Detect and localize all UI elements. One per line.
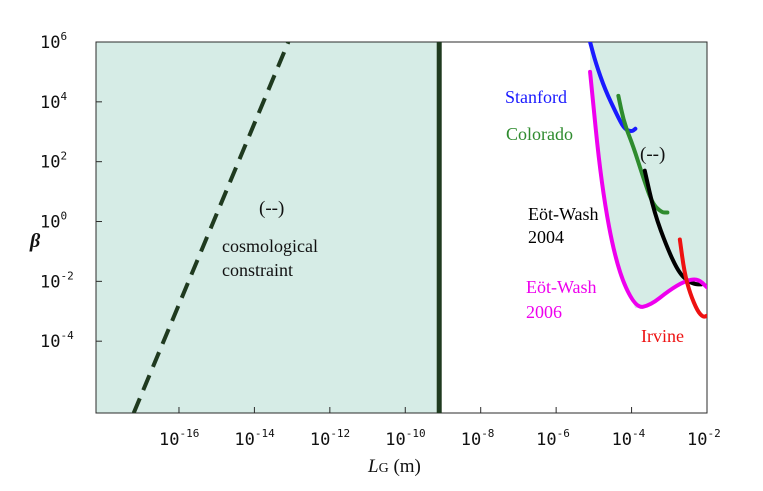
y-tick-label: 100 [40,210,67,233]
plot-frame [95,41,708,414]
y-tick-label: 106 [40,30,67,53]
series-label-irvine: Irvine [641,326,684,346]
x-tick-label: 10-8 [461,427,495,450]
series-label-eotwash2004-line2: 2004 [528,227,564,247]
x-axis-label-main: L [367,456,379,477]
y-tick-label: 10-2 [40,269,74,292]
x-tick-label: 10-16 [159,427,199,450]
x-axis-label-unit: (m) [389,456,421,477]
x-tick-label: 10-4 [612,427,646,450]
x-tick-label: 10-2 [687,427,721,450]
series-line-irvine [677,237,707,319]
x-axis-ticks: 10-16 10-14 10-12 10-10 10-8 10-6 10-4 10-2 [159,407,721,450]
y-axis-label: β [29,230,41,252]
series-label-eotwash2004-line1: Eöt-Wash [528,204,599,224]
series-line-e-t-wash-2004 [642,168,704,287]
series-label-colorado: Colorado [506,124,573,144]
cosmological-label-line1: cosmological [222,236,318,256]
region-label-right: (--) [640,144,665,165]
series-label-eotwash2006-line1: Eöt-Wash [526,277,597,297]
series-label-stanford: Stanford [505,87,567,107]
excluded-region-right [439,42,707,309]
x-tick-label: 10-12 [310,427,350,450]
x-tick-label: 10-14 [234,427,275,450]
series-layer [131,42,707,413]
series-label-eotwash2006-line2: 2006 [526,302,562,322]
x-tick-label: 10-6 [536,427,570,450]
series-line-colorado [616,93,670,215]
y-tick-label: 104 [40,90,67,113]
x-axis-label-sub: G [379,461,389,476]
x-axis-label: LG (m) [367,456,421,477]
x-tick-label: 10-10 [385,427,425,450]
excluded-region-left [96,42,440,413]
y-axis-ticks: 106 104 102 100 10-2 10-4 [40,30,102,352]
cosmological-label-line2: constraint [222,260,293,280]
y-tick-label: 102 [40,150,67,173]
y-tick-label: 10-4 [40,329,74,352]
cosmological-marker-label: (--) [259,198,284,219]
series-line-cosmological-constraint [131,42,291,413]
